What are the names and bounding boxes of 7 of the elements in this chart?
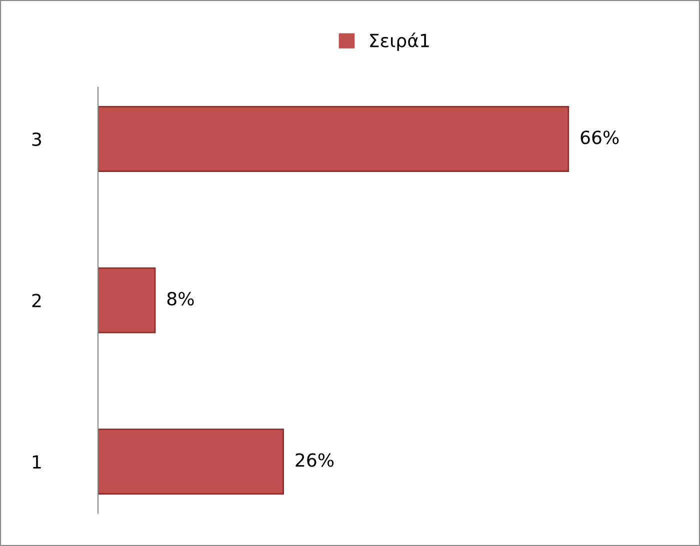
y-tick-label: 1 — [32, 455, 41, 468]
y-tick-label: 2 — [32, 294, 41, 308]
data-label: 26% — [296, 453, 334, 467]
legend-label: Σειρά1 — [370, 32, 429, 51]
data-label: 66% — [580, 130, 619, 144]
y-tick-label: 3 — [32, 132, 41, 146]
data-label: 8% — [167, 292, 194, 306]
